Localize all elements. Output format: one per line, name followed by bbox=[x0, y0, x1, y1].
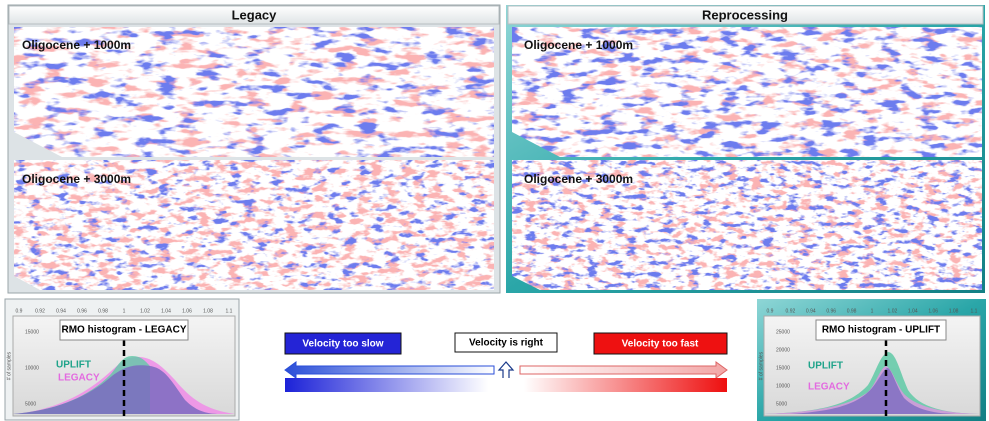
x-tick-label: 1.08 bbox=[203, 308, 213, 314]
x-tick-label: 0.98 bbox=[847, 308, 857, 314]
x-tick-label: 0.92 bbox=[786, 308, 796, 314]
right-label: Velocity is right bbox=[469, 338, 544, 349]
histogram-title: RMO histogram - LEGACY bbox=[61, 325, 186, 336]
x-tick-label: 1.06 bbox=[928, 308, 938, 314]
x-tick-label: 0.94 bbox=[806, 308, 816, 314]
page: {"panels": [ {"title": "Legacy", "sectio… bbox=[0, 0, 989, 421]
x-tick-label: 0.96 bbox=[826, 308, 836, 314]
y-tick-label: 15000 bbox=[776, 365, 790, 371]
legacy-label: LEGACY bbox=[58, 373, 100, 384]
x-tick-label: 1.06 bbox=[182, 308, 192, 314]
slow-arrow bbox=[285, 362, 494, 378]
y-tick-label: 5000 bbox=[776, 401, 787, 407]
section-label: Oligocene + 3000m bbox=[22, 172, 131, 186]
color-scale bbox=[285, 378, 727, 392]
histogram-title: RMO histogram - UPLIFT bbox=[822, 325, 940, 336]
slow-label: Velocity too slow bbox=[302, 339, 383, 350]
x-tick-label: 0.98 bbox=[98, 308, 108, 314]
x-tick-label: 1.1 bbox=[971, 308, 978, 314]
x-tick-label: 0.92 bbox=[35, 308, 45, 314]
x-tick-label: 1.04 bbox=[161, 308, 171, 314]
x-tick-label: 1.1 bbox=[226, 308, 233, 314]
y-tick-label: 25000 bbox=[776, 329, 790, 335]
fast-label: Velocity too fast bbox=[622, 339, 699, 350]
x-tick-label: 0.96 bbox=[77, 308, 87, 314]
x-tick-label: 1 bbox=[123, 308, 126, 314]
x-tick-label: 1.04 bbox=[908, 308, 918, 314]
uplift-label: UPLIFT bbox=[56, 360, 91, 371]
section-label: Oligocene + 1000m bbox=[22, 38, 131, 52]
section-label: Oligocene + 3000m bbox=[524, 172, 633, 186]
y-axis-label: # of samples bbox=[758, 351, 764, 380]
x-tick-label: 0.94 bbox=[56, 308, 66, 314]
x-tick-label: 0.9 bbox=[16, 308, 23, 314]
section-label: Oligocene + 1000m bbox=[524, 38, 633, 52]
y-tick-label: 20000 bbox=[776, 347, 790, 353]
y-tick-label: 15000 bbox=[25, 329, 39, 335]
x-tick-label: 1.08 bbox=[949, 308, 959, 314]
x-tick-label: 1.02 bbox=[888, 308, 898, 314]
legacy-label: LEGACY bbox=[808, 382, 850, 393]
x-tick-label: 1 bbox=[871, 308, 874, 314]
figure: Legacy Oligocene + 1000m Oligocene + 300… bbox=[0, 0, 989, 421]
panel-title: Legacy bbox=[232, 7, 278, 22]
x-tick-label: 0.9 bbox=[767, 308, 774, 314]
y-tick-label: 10000 bbox=[25, 365, 39, 371]
y-tick-label: 5000 bbox=[25, 401, 36, 407]
fast-arrow bbox=[520, 362, 727, 378]
uplift-label: UPLIFT bbox=[808, 361, 843, 372]
y-axis-label: # of samples bbox=[6, 351, 12, 380]
x-tick-label: 1.02 bbox=[140, 308, 150, 314]
panel-title: Reprocessing bbox=[702, 7, 788, 22]
y-tick-label: 10000 bbox=[776, 383, 790, 389]
